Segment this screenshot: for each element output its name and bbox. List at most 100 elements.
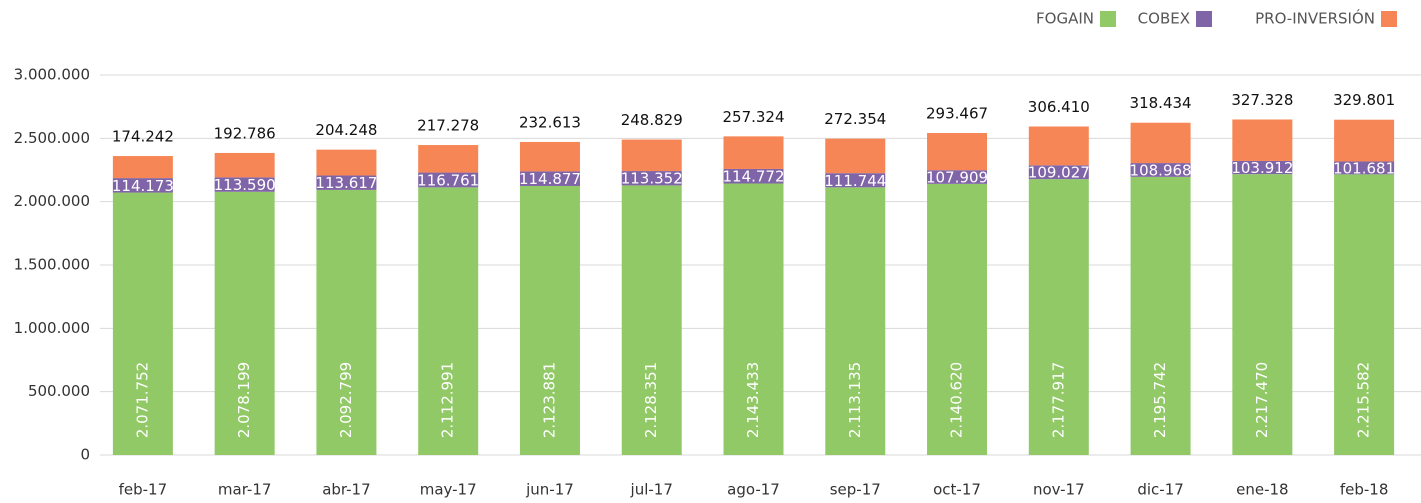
- x-tick-label: mar-17: [218, 481, 272, 499]
- bar-segment: [825, 187, 886, 455]
- data-label: 113.617: [315, 174, 377, 192]
- data-label: 114.877: [519, 170, 581, 188]
- bar-segment: [927, 183, 988, 455]
- data-label: 114.173: [112, 177, 174, 195]
- bar-segment: [1334, 174, 1395, 455]
- bar-segment: [927, 170, 988, 184]
- data-label: 116.761: [417, 171, 479, 189]
- data-label: 107.909: [926, 169, 988, 187]
- data-label: 101.681: [1333, 159, 1395, 177]
- bar-segment: [723, 136, 784, 169]
- data-label: 2.113.135: [846, 362, 864, 438]
- bar-segment: [1232, 160, 1293, 175]
- data-label: 2.123.881: [540, 362, 558, 438]
- x-tick-label: nov-17: [1033, 481, 1085, 499]
- data-label: 2.140.620: [948, 362, 966, 438]
- legend-swatch: [1100, 11, 1116, 27]
- data-label: 204.248: [315, 121, 377, 139]
- x-tick-label: ene-18: [1236, 481, 1288, 499]
- bar-segment: [214, 191, 275, 455]
- data-label: 329.801: [1333, 91, 1395, 109]
- bar-segment: [112, 178, 173, 193]
- data-label: 306.410: [1028, 98, 1090, 116]
- bar-segment: [316, 189, 377, 456]
- data-label: 272.354: [824, 110, 886, 128]
- data-label: 257.324: [722, 108, 784, 126]
- bar-segment: [418, 172, 479, 188]
- data-label: 2.217.470: [1253, 362, 1271, 438]
- bar-segment: [214, 152, 275, 178]
- bar-segment: [1130, 163, 1191, 177]
- x-tick-label: feb-17: [119, 481, 168, 499]
- data-label: 232.613: [519, 113, 581, 131]
- legend-label: COBEX: [1138, 10, 1190, 28]
- bar-segment: [927, 133, 988, 171]
- bar-segment: [1028, 179, 1089, 456]
- data-label: 2.128.351: [642, 362, 660, 438]
- data-label: 174.242: [112, 128, 174, 146]
- bar-segment: [825, 138, 886, 174]
- bar-segment: [316, 149, 377, 176]
- data-label: 318.434: [1130, 94, 1192, 112]
- x-tick-label: oct-17: [933, 481, 981, 499]
- y-tick-label: 2.500.000: [14, 129, 90, 147]
- data-label: 217.278: [417, 117, 479, 135]
- data-label: 113.590: [214, 176, 276, 194]
- legend-swatch: [1381, 11, 1397, 27]
- bar-segment: [1334, 161, 1395, 175]
- x-tick-label: dic-17: [1137, 481, 1183, 499]
- data-label: 192.786: [214, 124, 276, 142]
- data-label: 248.829: [621, 111, 683, 129]
- legend-swatch: [1196, 11, 1212, 27]
- data-label: 108.968: [1130, 161, 1192, 179]
- y-tick-label: 1.500.000: [14, 256, 90, 274]
- data-label: 2.143.433: [744, 362, 762, 438]
- x-tick-label: ago-17: [727, 481, 780, 499]
- data-label: 114.772: [722, 168, 784, 186]
- data-label: 327.328: [1231, 91, 1293, 109]
- bar-segment: [621, 171, 682, 186]
- data-label: 2.177.917: [1049, 362, 1067, 438]
- data-label: 113.352: [621, 170, 683, 188]
- bar-segment: [418, 187, 479, 455]
- data-label: 103.912: [1231, 159, 1293, 177]
- data-label: 111.744: [824, 172, 886, 190]
- y-tick-label: 500.000: [28, 382, 90, 400]
- data-label: 293.467: [926, 105, 988, 123]
- legend-label: FOGAIN: [1036, 10, 1094, 28]
- data-label: 2.195.742: [1151, 362, 1169, 438]
- x-tick-label: may-17: [420, 481, 477, 499]
- bar-segment: [519, 141, 580, 172]
- x-tick-label: jul-17: [630, 481, 673, 499]
- bar-segment: [1028, 126, 1089, 166]
- bar-segment: [621, 185, 682, 455]
- data-label: 2.092.799: [337, 362, 355, 438]
- bar-segment: [1232, 119, 1293, 161]
- y-tick-label: 2.000.000: [14, 192, 90, 210]
- bar-segment: [1130, 176, 1191, 455]
- bar-segment: [519, 171, 580, 186]
- bar-segment: [723, 168, 784, 184]
- bar-segment: [825, 173, 886, 188]
- legend-label: PRO-INVERSIÓN: [1255, 9, 1375, 28]
- data-label: 2.078.199: [235, 362, 253, 438]
- y-tick-label: 0: [80, 446, 90, 464]
- data-label: 2.215.582: [1355, 362, 1373, 438]
- data-label: 2.071.752: [133, 362, 151, 438]
- x-tick-label: abr-17: [322, 481, 370, 499]
- bar-segment: [723, 183, 784, 456]
- bar-segment: [112, 156, 173, 179]
- bar-segment: [1334, 119, 1395, 162]
- y-tick-label: 1.000.000: [14, 319, 90, 337]
- bar-segment: [621, 139, 682, 172]
- x-tick-label: feb-18: [1340, 481, 1389, 499]
- bar-segment: [112, 192, 173, 456]
- bar-segment: [316, 175, 377, 190]
- data-label: 109.027: [1028, 164, 1090, 182]
- bar-segment: [1232, 174, 1293, 455]
- data-label: 2.112.991: [439, 362, 457, 438]
- bar-segment: [214, 177, 275, 192]
- y-tick-label: 3.000.000: [14, 66, 90, 84]
- bar-segment: [1028, 165, 1089, 180]
- x-tick-label: sep-17: [830, 481, 881, 499]
